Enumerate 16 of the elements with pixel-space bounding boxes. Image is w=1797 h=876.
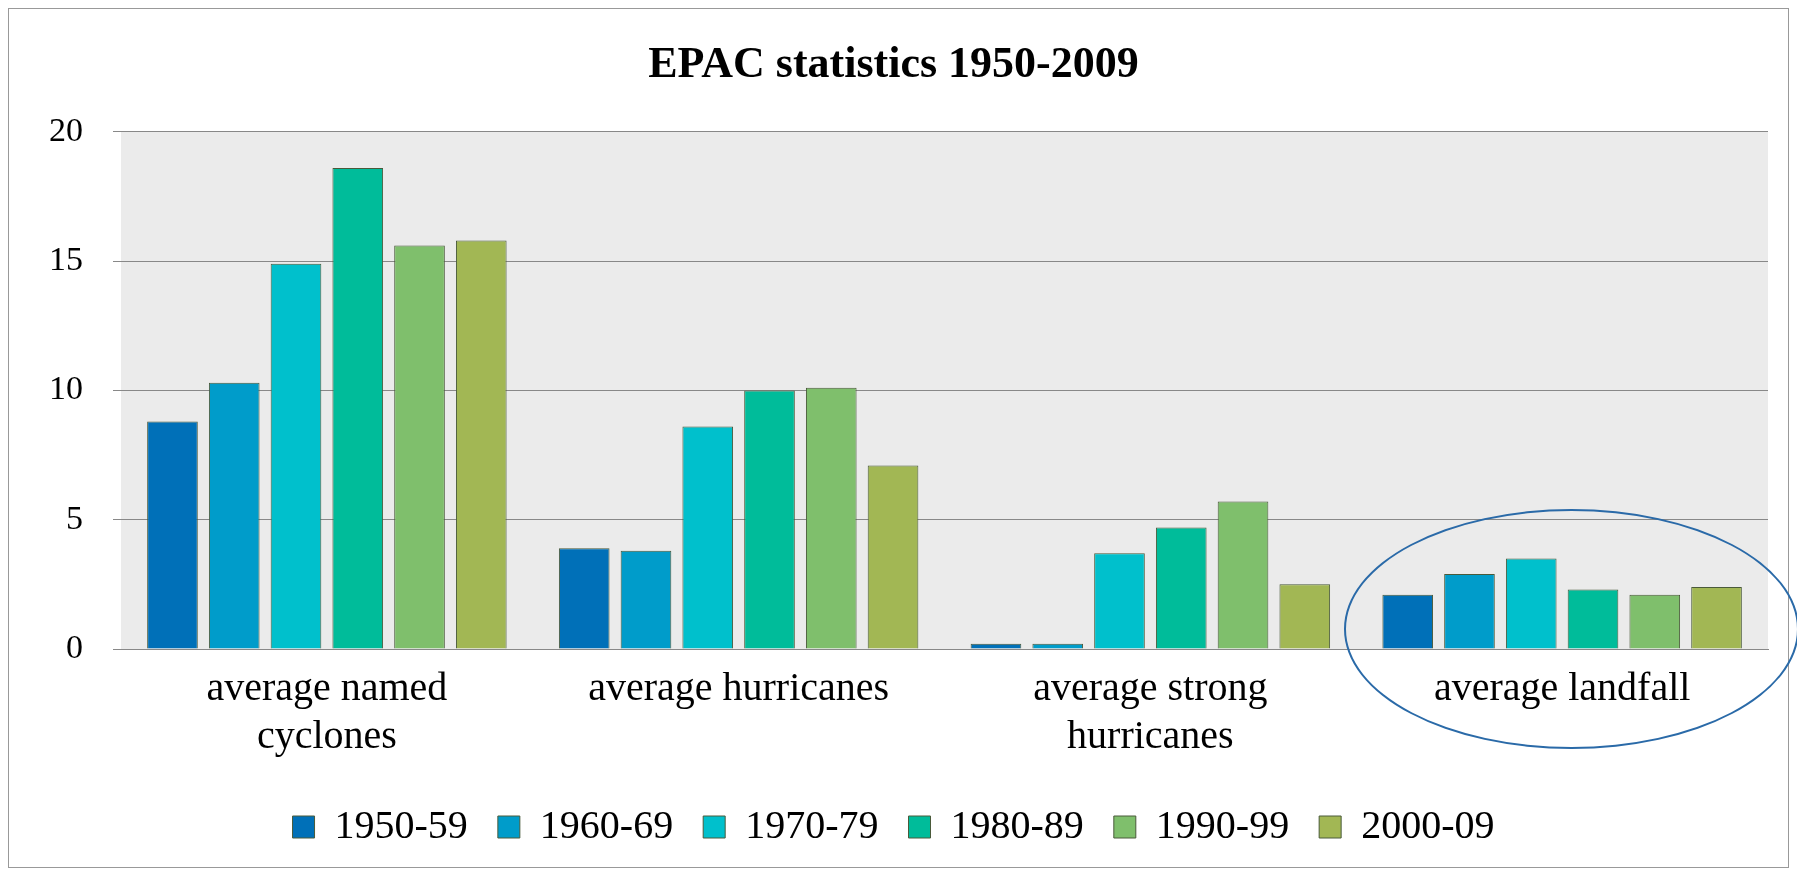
y-tick-label: 5	[66, 498, 83, 536]
legend-label: 1980-89	[950, 801, 1084, 847]
y-tick-label: 15	[49, 240, 83, 278]
x-tick-label: average hurricanes	[588, 663, 890, 709]
x-tick-label: average strong hurricanes	[1033, 663, 1268, 757]
chart-title: EPAC statistics 1950-2009	[648, 37, 1139, 87]
y-tick-label: 10	[49, 369, 83, 407]
y-tick-label: 0	[66, 627, 83, 665]
y-tick-label: 20	[49, 110, 83, 148]
legend-label: 1970-79	[745, 801, 879, 847]
legend-label: 2000-09	[1361, 801, 1495, 847]
legend-label: 1950-59	[334, 801, 468, 847]
legend-label: 1990-99	[1155, 801, 1290, 847]
x-tick-label: average landfall	[1433, 663, 1691, 709]
legend-label: 1960-69	[539, 801, 674, 847]
x-tick-label: average named cyclones	[206, 663, 448, 757]
